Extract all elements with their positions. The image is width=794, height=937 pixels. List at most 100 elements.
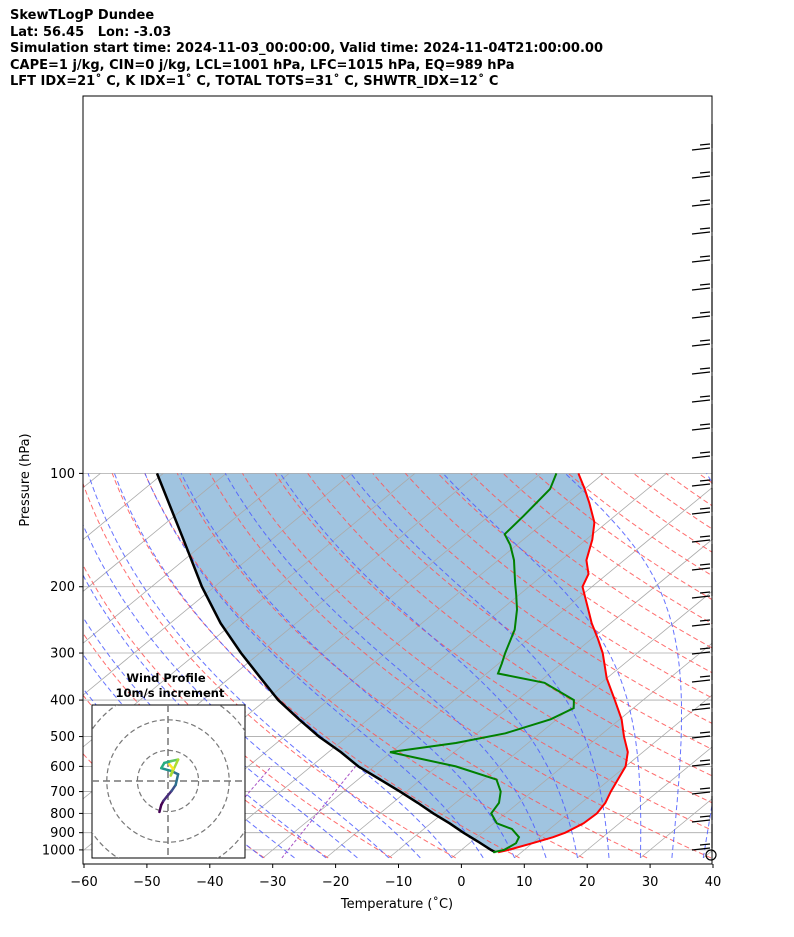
dry-adiabat-line [339, 473, 712, 750]
wind-barb [691, 511, 711, 515]
dry-adiabat-line [502, 473, 712, 625]
wind-barb [691, 707, 711, 711]
moist-adiabat-line [83, 523, 390, 859]
wind-barb-column [691, 124, 717, 861]
wind-barb [691, 847, 711, 851]
x-tick-label: 30 [642, 875, 659, 890]
wind-barb [691, 679, 711, 683]
wind-barb [691, 231, 711, 235]
wind-barb [699, 647, 711, 650]
wind-barb [699, 759, 711, 762]
wind-barb [691, 203, 711, 207]
x-tick-label: 20 [579, 875, 596, 890]
wind-barb [691, 147, 711, 151]
wind-barb [691, 399, 711, 403]
wind-barb [691, 175, 711, 179]
wind-barb [691, 819, 711, 823]
title-line: SkewTLogP Dundee [10, 8, 155, 23]
dry-adiabat-line [535, 473, 712, 601]
wind-barb [691, 483, 711, 487]
hodograph-subtitle: 10m/s increment [116, 686, 225, 700]
mixing-ratio-line [281, 766, 356, 859]
wind-barb [699, 703, 711, 706]
moist-adiabat-line [180, 473, 516, 859]
isotherm-line [577, 746, 712, 859]
hodograph-title: Wind Profile [126, 671, 206, 685]
y-axis: 1000 900 800 700 600 500 400 300 200 100 [42, 467, 83, 858]
wind-barb [699, 199, 711, 202]
dry-adiabat-line [731, 473, 794, 858]
wind-barb [699, 479, 711, 482]
title-line: Lat: 56.45 Lon: -3.03 [10, 24, 172, 40]
isotherm-line [83, 473, 227, 592]
moist-adiabat-line [83, 653, 295, 859]
isotherm-line [703, 850, 712, 859]
moist-adiabat-line [735, 473, 794, 858]
wind-barb [699, 311, 711, 314]
dry-adiabat-line [633, 473, 712, 530]
moist-adiabat-lines [83, 473, 794, 859]
wind-barb [699, 367, 711, 370]
calm-wind-circle [705, 849, 717, 861]
wind-barb [699, 339, 711, 342]
isotherm-line [388, 590, 712, 859]
dry-adiabat-line [209, 473, 712, 859]
dry-adiabat-line [307, 473, 712, 777]
x-axis-label: Temperature (˚C) [340, 896, 453, 912]
moist-adiabat-line [702, 473, 712, 858]
isotherm-line [83, 473, 353, 696]
isotherm-line [83, 473, 416, 748]
wind-barb [691, 763, 711, 767]
title-line: Simulation start time: 2024-11-03_00:00:… [10, 41, 603, 56]
wind-barb [699, 227, 711, 230]
isotherm-line [451, 642, 712, 859]
title-line: CAPE=1 j/kg, CIN=0 j/kg, LCL=1001 hPa, L… [10, 57, 515, 73]
wind-barb [691, 427, 711, 431]
wind-barb [699, 563, 711, 566]
x-tick-label: −10 [385, 875, 412, 890]
hodograph-trace [158, 758, 180, 814]
moist-adiabat-line [83, 616, 327, 859]
isotherm-line [514, 694, 712, 859]
x-axis: −60 −50 −40 −30 −20 −10 0 10 20 30 40 [70, 864, 721, 890]
hodograph-segment [174, 773, 180, 787]
dry-adiabat-line [405, 473, 712, 699]
y-tick-label: 200 [50, 580, 75, 595]
x-tick-label: −50 [133, 875, 160, 890]
x-tick-label: −40 [196, 875, 223, 890]
isotherm-line [199, 473, 667, 859]
moist-adiabat-line [442, 473, 642, 858]
moist-adiabat-line [564, 473, 682, 858]
wind-barb [699, 143, 711, 146]
moist-adiabat-line [87, 473, 421, 859]
dry-adiabat-line [470, 473, 712, 649]
plot-area [83, 472, 794, 859]
wind-barb [699, 395, 711, 398]
title-line: LFT IDX=21˚ C, K IDX=1˚ C, TOTAL TOTS=31… [10, 74, 499, 89]
isotherm-line [83, 473, 164, 541]
wind-barb [699, 731, 711, 734]
wind-barb [691, 651, 711, 655]
x-tick-label: 10 [516, 875, 533, 890]
x-tick-label: −60 [70, 875, 97, 890]
hodograph-rings [92, 705, 245, 858]
moist-adiabat-line [279, 473, 578, 858]
wind-barb [699, 591, 711, 594]
parcel-profile-line [155, 472, 497, 854]
wind-barb [699, 843, 711, 846]
wind-barb [699, 787, 711, 790]
wind-barb [691, 455, 711, 459]
wind-barb [691, 735, 711, 739]
hodograph-inset: Wind Profile 10m/s increment [91, 671, 246, 859]
wind-barb [691, 567, 711, 571]
dry-adiabat-line [764, 473, 794, 858]
wind-barb [699, 535, 711, 538]
x-tick-label: 40 [705, 875, 722, 890]
dry-adiabat-line [600, 473, 712, 553]
wind-barb [691, 371, 711, 375]
isotherm-line [83, 473, 290, 644]
wind-barb [691, 595, 711, 599]
wind-barb [691, 343, 711, 347]
wind-barb [699, 423, 711, 426]
